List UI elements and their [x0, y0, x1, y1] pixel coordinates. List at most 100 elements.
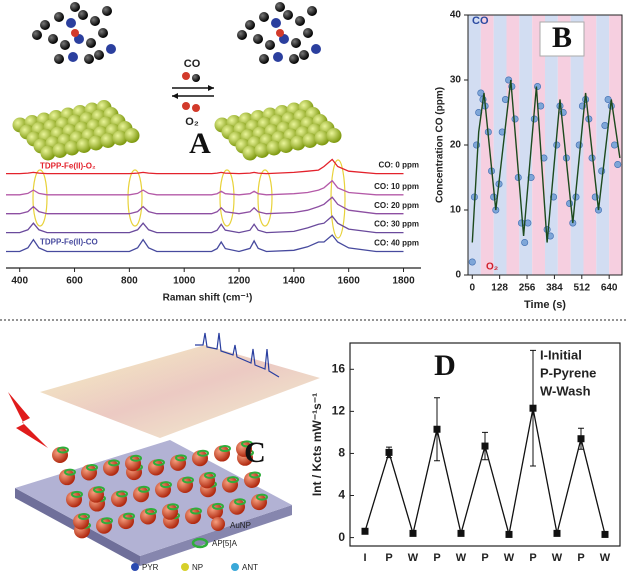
- nanoparticle: [222, 476, 238, 493]
- macrocycle: [256, 493, 268, 501]
- nanoparticle: [251, 494, 267, 511]
- macrocycle: [204, 471, 216, 479]
- molecule-atom: [259, 54, 269, 64]
- molecule-atom: [299, 50, 309, 60]
- spectrum-line: [6, 234, 404, 253]
- surface-atom: [88, 135, 104, 151]
- nanoparticle: [214, 445, 230, 462]
- macrocycle: [227, 476, 239, 484]
- panel-letter: C: [244, 436, 266, 469]
- data-point: [524, 219, 532, 227]
- legend-swatch: [131, 563, 139, 571]
- legend-text: P-Pyrene: [540, 365, 596, 380]
- annotation: O₂: [486, 262, 498, 273]
- macrocycle: [78, 512, 90, 520]
- panel-d: 0 4 8 12 16 I P W P W P W P W P W I-Initial P-Pyrene W-Was…: [310, 342, 621, 564]
- molecule-atom: [66, 18, 76, 28]
- molecule-atom: [295, 16, 305, 26]
- data-point: [409, 529, 417, 537]
- data-point: [527, 174, 535, 182]
- x-tick-label: W: [408, 552, 419, 564]
- spectrum-line: [6, 158, 404, 175]
- x-tick-label: 400: [11, 276, 28, 287]
- data-point: [505, 530, 513, 538]
- surface-atom: [52, 143, 68, 158]
- y-tick-label: 0: [455, 270, 461, 281]
- molecule-atom: [54, 12, 64, 22]
- molecule-atom: [94, 50, 104, 60]
- arrow-head: [208, 85, 214, 91]
- macrocycle: [57, 446, 69, 454]
- nanoparticle: [236, 440, 252, 457]
- nanoparticle: [185, 508, 201, 525]
- fit-line: [471, 79, 621, 243]
- macrocycle: [145, 507, 157, 515]
- data-point: [385, 448, 393, 456]
- molecule-atom: [253, 34, 263, 44]
- x-tick-label: 1800: [392, 276, 415, 287]
- substrate-side: [140, 505, 292, 566]
- x-tick-label: P: [385, 552, 392, 564]
- data-point: [529, 404, 537, 412]
- surface-atom: [124, 128, 140, 143]
- macrocycle: [64, 468, 76, 476]
- x-tick-label: 1400: [283, 276, 306, 287]
- molecule-atom: [40, 20, 50, 30]
- x-tick-label: 0: [469, 283, 475, 294]
- surface-atom: [254, 143, 270, 158]
- highlight-ellipse: [219, 169, 235, 227]
- molecule-atom: [271, 18, 281, 28]
- x-axis-label: Raman shift (cm⁻¹): [163, 293, 253, 304]
- y-axis-label: Int / Kcts mW⁻¹s⁻¹: [310, 393, 324, 496]
- nanoparticle: [148, 459, 164, 476]
- molecule-atom: [78, 10, 88, 20]
- scheme-label: O₂: [185, 116, 199, 128]
- macrocycle: [197, 449, 209, 457]
- phase-band: [493, 15, 507, 275]
- nanoparticle: [52, 447, 68, 463]
- phase-band: [583, 15, 597, 275]
- x-tick-label: W: [552, 552, 563, 564]
- x-tick-label: P: [433, 552, 440, 564]
- legend-swatch: [181, 563, 189, 571]
- x-tick-label: W: [456, 552, 467, 564]
- data-point: [511, 115, 519, 123]
- molecule-atom: [291, 38, 301, 48]
- macrocycle: [212, 502, 224, 510]
- legend-text: NP: [192, 563, 203, 572]
- macrocycle: [153, 458, 165, 466]
- data-point: [601, 530, 609, 538]
- x-tick-label: P: [577, 552, 584, 564]
- molecule-atom: [311, 44, 321, 54]
- molecule-atom: [90, 16, 100, 26]
- macrocycle: [101, 517, 113, 525]
- y-tick-label: 40: [450, 10, 462, 21]
- surface-atom: [314, 130, 330, 146]
- x-tick-label: 1000: [173, 276, 196, 287]
- spectrum-line: [6, 196, 404, 215]
- co-atom: [182, 72, 190, 80]
- annotation: CO: [472, 15, 489, 27]
- molecule-atom: [60, 40, 70, 50]
- macrocycle: [241, 440, 253, 448]
- highlight-ellipse: [127, 169, 143, 227]
- x-tick-label: 256: [519, 283, 536, 294]
- annotation: TDPP-Fe(II)-O₂: [40, 162, 96, 171]
- y-tick-label: 20: [450, 140, 462, 151]
- highlight-ellipse: [257, 169, 273, 227]
- data-point: [534, 83, 542, 91]
- data-point: [481, 442, 489, 450]
- panel-letter: B: [552, 21, 572, 54]
- molecule-atom: [71, 29, 79, 37]
- surface-atom: [278, 138, 294, 153]
- laser-bolt: [8, 392, 48, 448]
- series-label: CO: 0 ppm: [379, 161, 419, 170]
- data-point: [473, 141, 481, 149]
- panel-b: 0 10 20 30 40 0 128 256 384 512 640 Time (s) Concent…: [435, 10, 623, 311]
- macrocycle: [249, 471, 261, 479]
- macrocycle: [93, 486, 105, 494]
- x-tick-label: 128: [491, 283, 508, 294]
- data-point: [575, 141, 583, 149]
- macrocycle: [108, 459, 120, 467]
- legend-text: AP[5]A: [212, 539, 238, 548]
